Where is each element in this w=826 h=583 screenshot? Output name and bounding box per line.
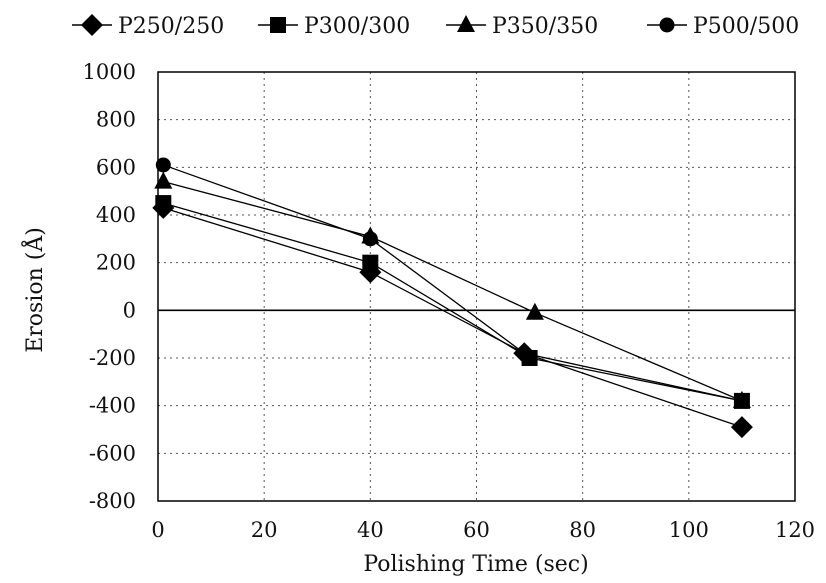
legend-marker: [81, 14, 103, 36]
y-tick-label: 0: [123, 298, 136, 322]
y-tick-label: -600: [89, 441, 136, 465]
y-axis-ticks: 1000 800 600 400 200 0 -200 -400 -600 -800: [83, 60, 136, 513]
x-tick-label: 0: [151, 518, 164, 542]
legend-label: P250/250: [118, 14, 224, 39]
series-triangle: [154, 172, 751, 408]
x-axis-ticks: 0 20 40 60 80 100 120: [151, 518, 815, 542]
data-point: [156, 157, 171, 172]
legend-marker: [270, 17, 286, 33]
y-tick-label: 400: [96, 203, 136, 227]
legend-marker: [660, 18, 675, 33]
legend-label: P350/350: [492, 14, 598, 39]
data-point: [734, 393, 749, 408]
x-tick-label: 60: [463, 518, 490, 542]
data-point: [363, 231, 378, 246]
y-tick-label: -400: [89, 394, 136, 418]
plot-area: [158, 72, 795, 501]
legend-marker: [457, 15, 475, 32]
x-tick-label: 80: [569, 518, 596, 542]
y-axis-title: Erosion (Å): [20, 227, 48, 353]
y-tick-label: -200: [89, 346, 136, 370]
y-tick-label: 1000: [83, 60, 136, 84]
x-tick-label: 20: [251, 518, 278, 542]
data-point: [526, 303, 544, 320]
series-diamond: [152, 197, 753, 438]
legend-label: P500/500: [693, 14, 799, 39]
x-tick-label: 120: [775, 518, 815, 542]
y-tick-label: -800: [89, 489, 136, 513]
legend-item: P250/250: [72, 14, 224, 39]
legend-item: P500/500: [647, 14, 799, 39]
legend: P250/250 P300/300 P350/350 P500/500: [72, 14, 799, 39]
data-point: [362, 255, 378, 271]
series-circle: [156, 157, 750, 408]
series-square: [155, 195, 750, 409]
series-line: [163, 208, 742, 427]
data-point: [154, 172, 172, 189]
series-line: [163, 165, 742, 401]
legend-item: P300/300: [258, 14, 410, 39]
y-tick-label: 200: [96, 251, 136, 275]
series-line: [163, 203, 742, 401]
data-point: [731, 416, 753, 438]
series-group: [152, 157, 753, 438]
legend-item: P350/350: [446, 14, 598, 39]
x-tick-label: 100: [669, 518, 709, 542]
x-axis-title: Polishing Time (sec): [363, 552, 588, 577]
data-point: [155, 195, 171, 211]
grid: [158, 72, 795, 501]
data-point: [517, 346, 532, 361]
legend-label: P300/300: [304, 14, 410, 39]
y-tick-label: 800: [96, 108, 136, 132]
x-tick-label: 40: [357, 518, 384, 542]
y-tick-label: 600: [96, 155, 136, 179]
